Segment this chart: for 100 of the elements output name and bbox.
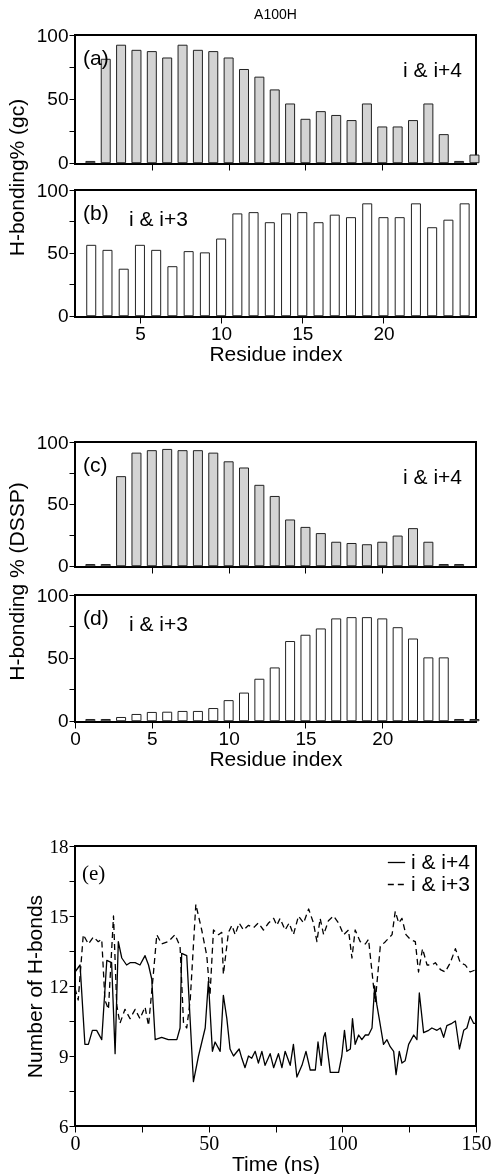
annotation: (d) bbox=[83, 606, 109, 629]
bar bbox=[208, 452, 219, 567]
bar bbox=[177, 710, 188, 722]
bar bbox=[345, 217, 356, 317]
bar bbox=[423, 657, 434, 722]
x-tick-label: 150 bbox=[461, 1131, 492, 1154]
bar bbox=[331, 114, 342, 164]
annotation: i & i+4 bbox=[403, 58, 463, 81]
y-tick-label: 18 bbox=[49, 835, 69, 857]
y-axis-title: H-bonding% (gc) bbox=[4, 98, 28, 257]
annotation: i & i+4 bbox=[403, 465, 463, 488]
y-tick-label: 0 bbox=[57, 152, 69, 174]
bar bbox=[223, 57, 234, 164]
bar bbox=[118, 268, 129, 317]
bar bbox=[315, 533, 326, 567]
bar bbox=[346, 542, 357, 567]
bar bbox=[177, 44, 188, 164]
legend-label: i & i+3 bbox=[411, 871, 470, 895]
bar bbox=[162, 711, 173, 722]
bar bbox=[331, 618, 342, 722]
bar bbox=[285, 641, 296, 722]
annotation: (e) bbox=[82, 861, 106, 885]
annotation: (c) bbox=[83, 453, 108, 476]
x-axis-title: Time (ns) bbox=[232, 1151, 320, 1174]
bar bbox=[423, 541, 434, 567]
bar bbox=[223, 700, 234, 722]
bar bbox=[264, 222, 275, 317]
bar bbox=[438, 134, 449, 164]
bar bbox=[116, 44, 127, 164]
bar bbox=[192, 710, 203, 722]
bar bbox=[408, 528, 419, 567]
legend-label: i & i+4 bbox=[411, 849, 471, 873]
y-tick-label: 6 bbox=[59, 1115, 69, 1137]
bar bbox=[254, 678, 265, 722]
bar bbox=[192, 49, 203, 164]
x-tick-label: 10 bbox=[218, 727, 240, 749]
annotation: i & i+3 bbox=[129, 207, 188, 230]
bar bbox=[131, 452, 142, 567]
annotation: (a) bbox=[83, 46, 109, 69]
bar bbox=[408, 120, 419, 164]
x-axis-title: Residue index bbox=[209, 341, 344, 365]
bar bbox=[151, 249, 162, 317]
chart-title: A100H bbox=[254, 6, 297, 22]
bar bbox=[116, 716, 127, 722]
x-tick-label: 5 bbox=[147, 727, 158, 749]
x-tick-label: 5 bbox=[135, 322, 146, 344]
bar bbox=[183, 251, 194, 317]
bar bbox=[223, 461, 234, 567]
bar bbox=[177, 450, 188, 567]
bar bbox=[362, 203, 373, 317]
bar bbox=[300, 526, 311, 567]
y-axis-title: H-bonding % (DSSP) bbox=[4, 482, 28, 681]
bar bbox=[167, 266, 178, 317]
bar bbox=[269, 495, 280, 567]
bar bbox=[443, 219, 454, 317]
y-tick-label: 0 bbox=[57, 555, 69, 577]
y-tick-label: 9 bbox=[59, 1045, 69, 1067]
bar bbox=[346, 617, 357, 722]
y-tick-label: 100 bbox=[36, 179, 69, 201]
y-tick-label: 50 bbox=[47, 647, 69, 669]
bar bbox=[269, 89, 280, 164]
bar bbox=[208, 51, 219, 164]
bar bbox=[392, 627, 403, 722]
x-tick-label: 10 bbox=[211, 322, 233, 344]
bar bbox=[408, 638, 419, 722]
bar bbox=[361, 544, 372, 567]
bar bbox=[239, 68, 249, 164]
x-tick-label: 50 bbox=[199, 1131, 220, 1154]
y-tick-label: 100 bbox=[36, 24, 69, 46]
bar bbox=[239, 467, 249, 567]
bar bbox=[427, 227, 438, 317]
bar bbox=[216, 238, 227, 317]
bar bbox=[269, 667, 280, 722]
bar bbox=[346, 120, 357, 164]
y-tick-label: 12 bbox=[49, 975, 69, 997]
bar bbox=[469, 154, 480, 164]
bar bbox=[199, 252, 210, 317]
bar bbox=[254, 76, 265, 164]
bar bbox=[248, 212, 259, 317]
bar bbox=[378, 217, 389, 317]
bar bbox=[281, 213, 292, 317]
y-axis-title: Number of H-bonds bbox=[22, 894, 46, 1079]
y-tick-label: 50 bbox=[47, 88, 69, 110]
bar bbox=[116, 476, 127, 567]
bar bbox=[239, 692, 249, 722]
y-tick-label: 0 bbox=[57, 710, 69, 732]
bar bbox=[313, 222, 324, 317]
bar bbox=[297, 212, 308, 317]
y-tick-label: 0 bbox=[57, 305, 69, 327]
bar bbox=[423, 103, 434, 164]
bar bbox=[131, 713, 142, 722]
bar bbox=[146, 711, 157, 722]
bar bbox=[377, 618, 388, 722]
bar bbox=[86, 244, 97, 317]
x-tick-label: 100 bbox=[327, 1131, 358, 1154]
bar bbox=[285, 103, 296, 164]
bar bbox=[131, 49, 142, 164]
bar bbox=[285, 519, 296, 567]
bar bbox=[146, 51, 157, 164]
x-axis-title: Residue index bbox=[209, 746, 344, 770]
